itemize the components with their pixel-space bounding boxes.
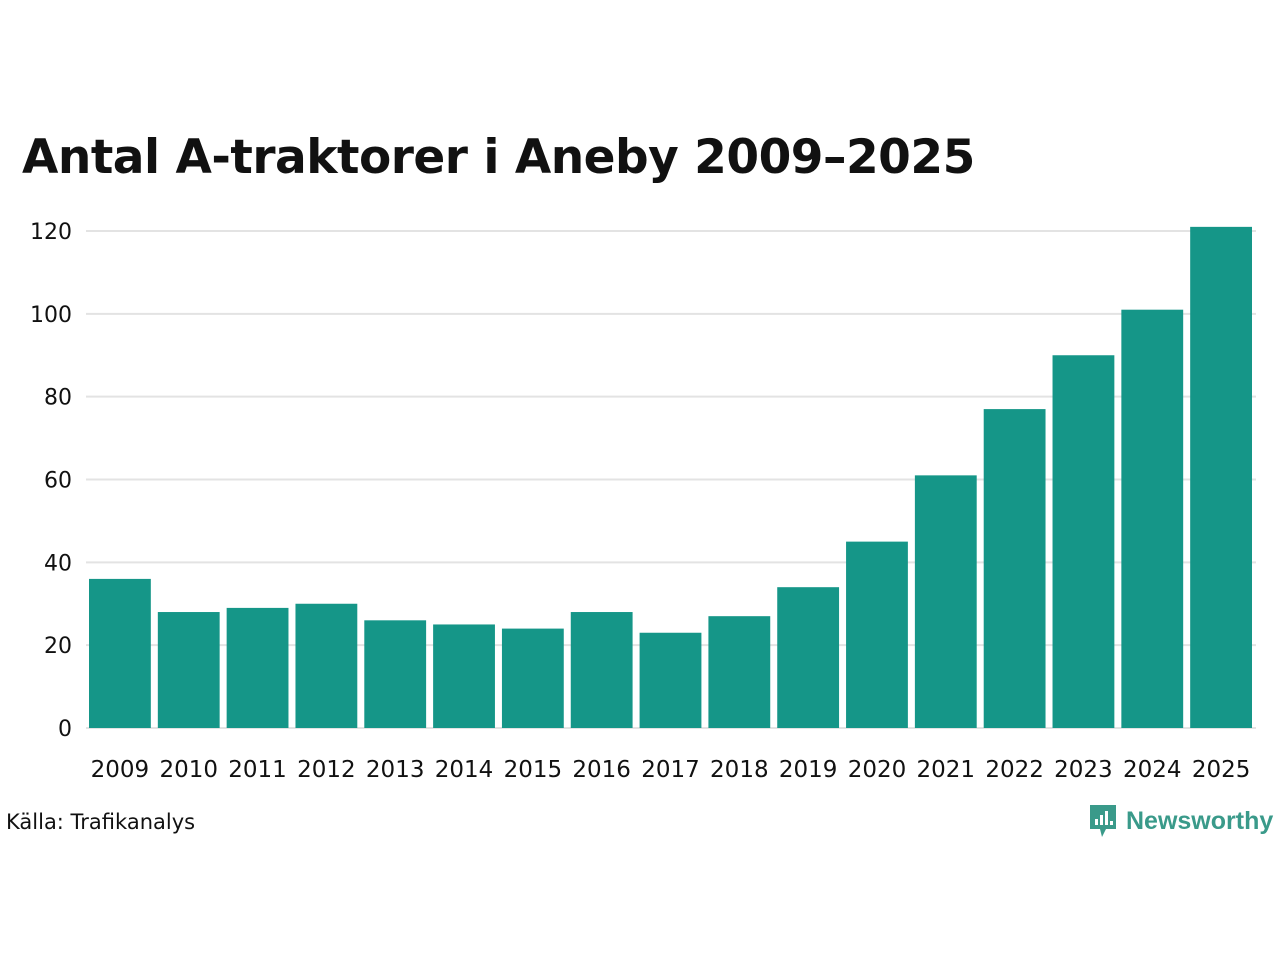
y-tick-label: 40: [44, 551, 72, 576]
bar-2009: [89, 578, 151, 728]
bar-2011: [226, 607, 289, 728]
x-tick-label: 2012: [297, 757, 356, 783]
x-tick-label: 2018: [710, 757, 769, 783]
y-tick-label: 60: [44, 469, 72, 494]
bar-2024: [1121, 309, 1184, 728]
bar-2010: [157, 612, 220, 728]
bar-2023: [1052, 355, 1115, 728]
x-tick-label: 2023: [1054, 757, 1113, 783]
x-tick-label: 2019: [779, 757, 838, 783]
bar-2021: [914, 475, 977, 728]
newsworthy-logo-icon: [1090, 805, 1116, 837]
x-tick-label: 2025: [1192, 757, 1251, 783]
x-tick-label: 2011: [228, 757, 287, 783]
bar-2018: [708, 616, 771, 728]
y-axis-ticks: 0 20 40 60 80 100 120: [30, 220, 72, 742]
chart-title: Antal A-traktorer i Aneby 2009–2025: [22, 130, 975, 185]
bar-2020: [846, 541, 908, 728]
y-tick-label: 0: [58, 717, 72, 742]
bar-2019: [777, 587, 840, 728]
x-tick-label: 2009: [91, 757, 150, 783]
y-tick-label: 100: [30, 303, 72, 328]
x-axis-ticks: 2009 2010 2011 2012 2013 2014 2015 2016 2017 2018…: [91, 757, 1251, 783]
bar-2012: [295, 603, 358, 728]
y-tick-label: 120: [30, 220, 72, 245]
x-tick-label: 2014: [435, 757, 494, 783]
bar-2017: [639, 632, 702, 728]
bar-2015: [501, 628, 564, 728]
bars: [89, 226, 1252, 728]
y-tick-label: 80: [44, 386, 72, 411]
x-tick-label: 2021: [917, 757, 976, 783]
brand-name: Newsworthy: [1126, 806, 1274, 835]
brand-logo: Newsworthy: [1088, 803, 1273, 839]
bar-2016: [570, 612, 633, 728]
bar-2022: [983, 409, 1046, 728]
x-tick-label: 2010: [159, 757, 218, 783]
bar-2013: [364, 620, 427, 728]
bar-2025: [1190, 226, 1252, 728]
x-tick-label: 2022: [985, 757, 1044, 783]
y-tick-label: 20: [44, 634, 72, 659]
x-tick-label: 2016: [572, 757, 631, 783]
x-tick-label: 2015: [504, 757, 563, 783]
x-tick-label: 2013: [366, 757, 425, 783]
x-tick-label: 2017: [641, 757, 700, 783]
source-note: Källa: Trafikanalys: [6, 810, 196, 834]
x-tick-label: 2024: [1123, 757, 1182, 783]
x-tick-label: 2020: [848, 757, 907, 783]
bar-2014: [433, 624, 495, 728]
